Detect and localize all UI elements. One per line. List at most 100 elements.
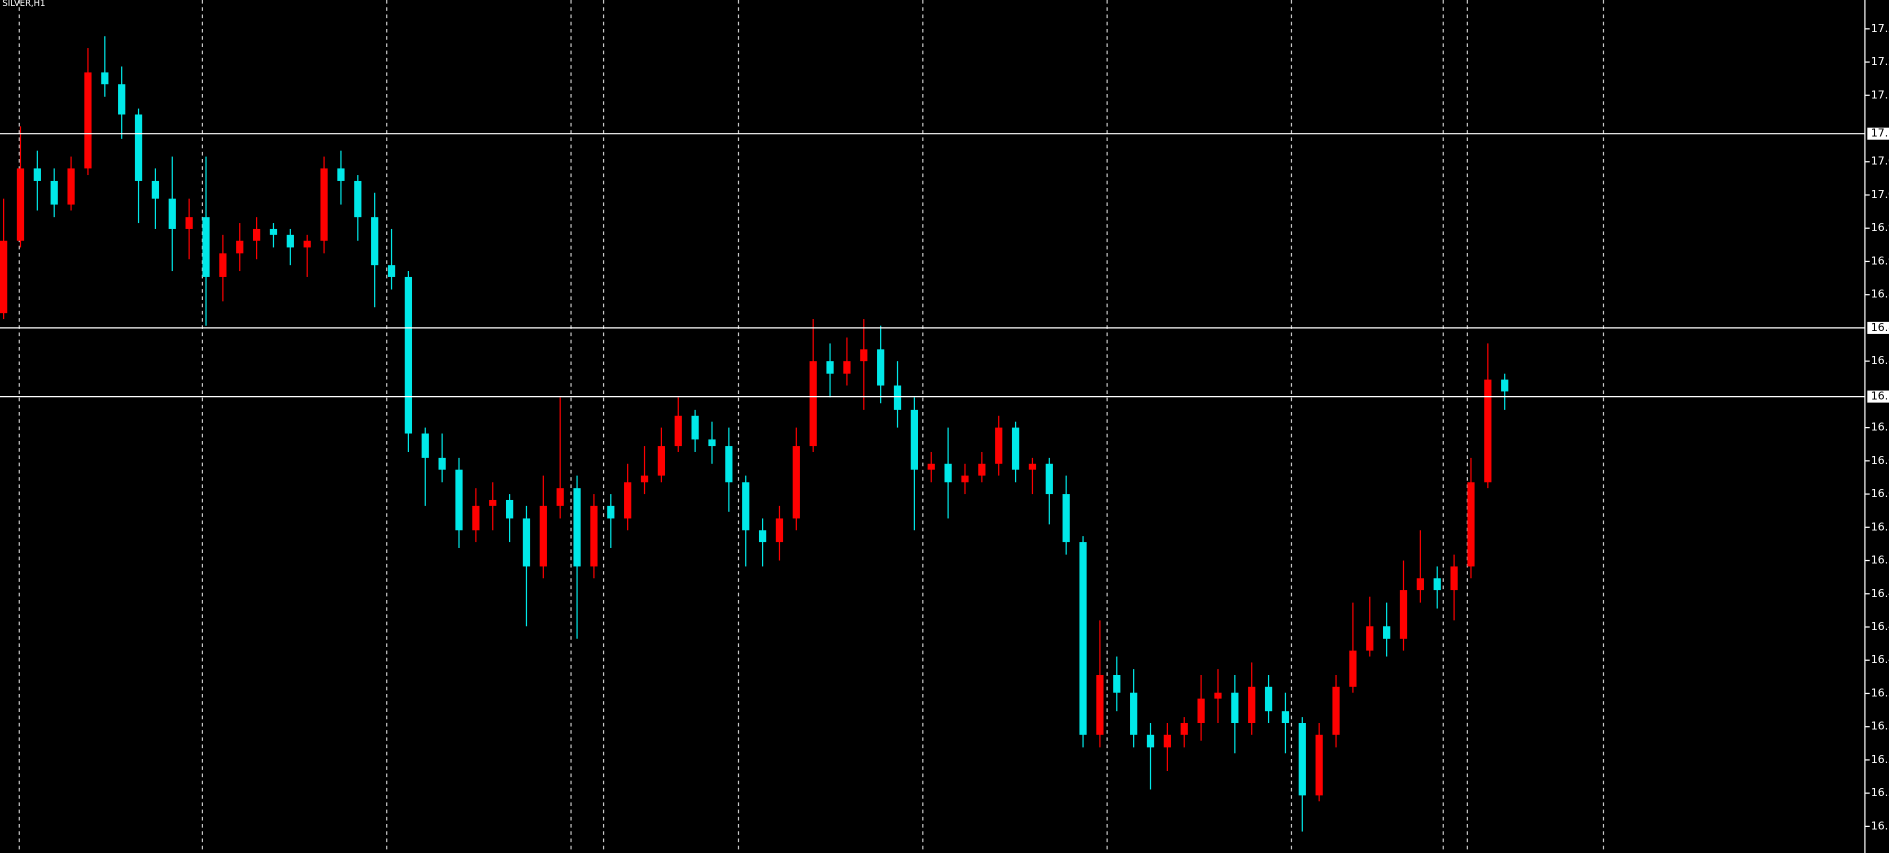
candle-body xyxy=(371,217,379,266)
candle-body xyxy=(33,168,41,181)
candle-body xyxy=(1467,482,1475,567)
y-tick-label: 16.6 xyxy=(1871,454,1889,467)
candle-body xyxy=(1298,722,1306,796)
candle-body xyxy=(708,439,716,447)
candles xyxy=(0,36,1509,832)
candle-body xyxy=(944,463,952,483)
candle-body xyxy=(1433,578,1441,591)
candle-body xyxy=(725,446,733,483)
candle-body xyxy=(1366,626,1374,651)
candle-body xyxy=(168,198,176,229)
candle-body xyxy=(16,168,25,241)
candle-body xyxy=(1180,722,1188,735)
candle-body xyxy=(185,217,193,229)
y-tick-label: 17.2 xyxy=(1871,22,1889,35)
candle-body xyxy=(404,276,413,434)
y-tick-label: 16.5 xyxy=(1871,520,1889,533)
y-tick-label: 16.9 xyxy=(1871,254,1889,267)
candle-body xyxy=(691,415,699,440)
price-label-box xyxy=(1867,321,1889,334)
candle-body xyxy=(1383,626,1391,639)
y-tick-label: 16.1 xyxy=(1871,819,1889,832)
y-tick-label: 17.0 xyxy=(1871,188,1889,201)
candle-body xyxy=(792,446,800,519)
candle-body xyxy=(1332,686,1340,735)
candle-body xyxy=(84,72,92,169)
candle-body xyxy=(556,488,564,506)
price-axis: 17.2 17.2 17.1 17.0 17.0 16.9 16.9 16.8 16.8 16.7… xyxy=(0,22,1889,832)
y-tick-label: 16.8 xyxy=(1871,288,1889,301)
price-line-label: 16.7 xyxy=(1871,390,1889,403)
y-tick-label: 16.2 xyxy=(1871,786,1889,799)
candle-body xyxy=(1146,734,1155,748)
candle-body xyxy=(252,228,261,241)
candle-body xyxy=(320,168,328,241)
candle-body xyxy=(1231,692,1239,723)
candle-body xyxy=(674,415,682,447)
candle-body xyxy=(101,72,109,85)
y-tick-label: 16.7 xyxy=(1871,421,1889,434)
candle-body xyxy=(0,240,8,314)
candle-body xyxy=(1113,674,1121,693)
y-tick-label: 16.8 xyxy=(1871,354,1889,367)
y-tick-label: 16.4 xyxy=(1871,620,1889,633)
candle-body xyxy=(927,463,935,470)
candle-body xyxy=(1248,686,1256,723)
candle-body xyxy=(1028,463,1037,470)
candle-body xyxy=(826,361,834,374)
candle-body xyxy=(607,505,615,519)
candle-body xyxy=(1163,734,1171,748)
candle-body xyxy=(758,530,767,543)
candle-body xyxy=(1416,578,1424,591)
y-tick-label: 16.3 xyxy=(1871,720,1889,733)
candle-body xyxy=(67,168,75,205)
grid xyxy=(18,0,1605,853)
chart-title: SILVER,H1 xyxy=(2,0,45,8)
candle-body xyxy=(337,168,345,181)
candle-body xyxy=(522,518,531,567)
candle-body xyxy=(843,361,851,374)
candle-body xyxy=(1399,590,1408,639)
candle-body xyxy=(961,475,969,483)
y-tick-label: 16.2 xyxy=(1871,753,1889,766)
candle-body xyxy=(50,180,58,205)
candle-body xyxy=(269,228,278,235)
candle-body xyxy=(387,265,396,277)
candle-body xyxy=(995,427,1003,464)
candle-body xyxy=(1315,734,1323,796)
candle-body xyxy=(1011,427,1020,470)
y-tick-label: 17.2 xyxy=(1871,55,1889,68)
candle-body xyxy=(860,349,868,362)
candle-body xyxy=(151,180,160,199)
candle-body xyxy=(573,488,581,567)
candle-body xyxy=(236,240,244,254)
candle-body xyxy=(303,240,311,248)
candle-body xyxy=(1349,650,1357,687)
candle-body xyxy=(1197,698,1205,723)
y-tick-label: 17.0 xyxy=(1871,155,1889,168)
candle-body xyxy=(118,84,126,115)
y-tick-label: 16.9 xyxy=(1871,221,1889,234)
candle-body xyxy=(539,505,547,567)
candle-body xyxy=(354,180,362,218)
candle-body xyxy=(202,217,210,277)
candle-body xyxy=(657,446,666,476)
candle-body xyxy=(455,469,463,531)
candle-body xyxy=(1045,463,1053,495)
price-label-box xyxy=(1867,390,1889,403)
candle-body xyxy=(1130,692,1138,735)
y-tick-label: 17.1 xyxy=(1871,88,1889,101)
price-line-label: 16.8 xyxy=(1871,321,1889,334)
price-line-label: 17.1 xyxy=(1871,127,1889,140)
candle-body xyxy=(624,482,632,519)
candle-body xyxy=(1501,379,1509,392)
candle-body xyxy=(590,505,598,567)
candle-body xyxy=(1096,674,1104,735)
candle-body xyxy=(877,349,885,386)
y-tick-label: 16.3 xyxy=(1871,686,1889,699)
candle-body xyxy=(1484,379,1492,483)
candle-body xyxy=(1450,566,1458,591)
